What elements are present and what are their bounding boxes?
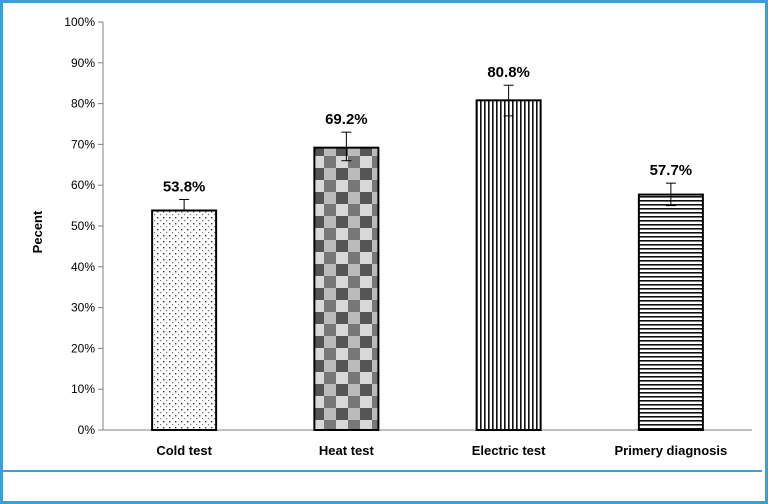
y-tick-label: 40% [71, 260, 95, 274]
y-tick-label: 80% [71, 97, 95, 111]
x-tick-label: Electric test [472, 443, 546, 458]
x-tick-label: Cold test [156, 443, 212, 458]
bars: 53.8% 69.2% 80.8% 57.7% [151, 64, 704, 431]
data-label: 53.8% [163, 178, 206, 195]
y-tick-label: 50% [71, 219, 95, 233]
y-tick-label: 0% [78, 423, 96, 437]
y-tick-label: 30% [71, 301, 95, 315]
data-label: 69.2% [325, 111, 368, 128]
x-tick-label: Primery diagnosis [615, 443, 728, 458]
x-tick-label: Heat test [319, 443, 375, 458]
frame-divider [0, 470, 762, 472]
data-label: 57.7% [650, 162, 693, 179]
y-tick-label: 90% [71, 56, 95, 70]
y-axis: 0% 10% 20% 30% 40% 50% 60% 70% 80% 90% 100% [64, 15, 752, 437]
y-tick-label: 60% [71, 178, 95, 192]
x-axis: Cold test Heat test Electric test Primery d… [156, 443, 727, 458]
y-tick-label: 10% [71, 382, 95, 396]
bar [475, 99, 542, 431]
bar [313, 146, 380, 431]
y-tick-label: 100% [64, 15, 95, 29]
bar [637, 193, 704, 431]
bar [151, 209, 218, 431]
data-label: 80.8% [487, 64, 530, 81]
y-tick-label: 70% [71, 137, 95, 151]
y-axis-label: Pecent [30, 210, 45, 253]
y-tick-label: 20% [71, 341, 95, 355]
